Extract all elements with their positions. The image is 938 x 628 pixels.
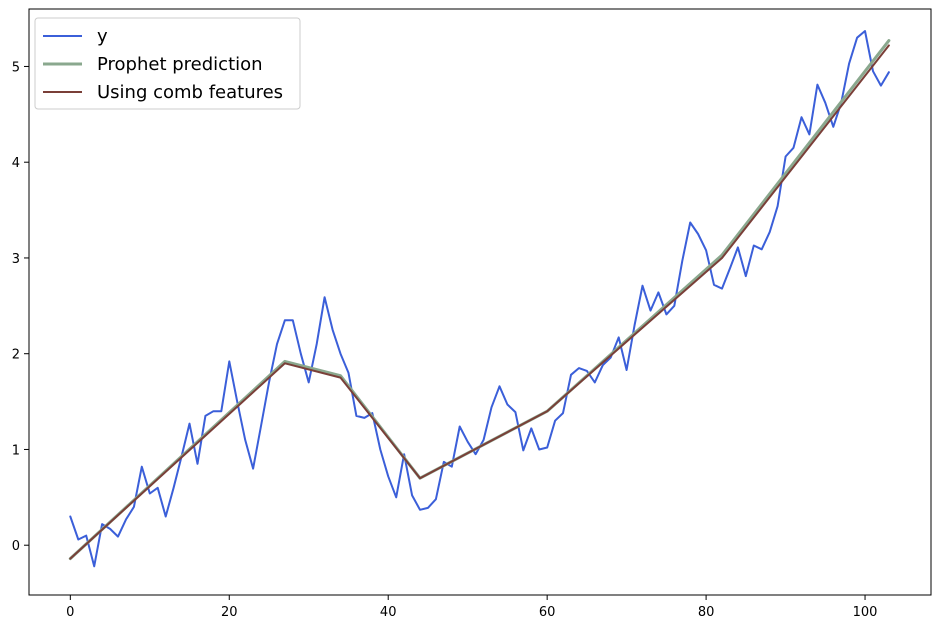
y-tick-label: 4 (12, 156, 20, 171)
legend-box (34, 17, 301, 110)
x-tick-label: 40 (380, 605, 397, 620)
x-axis: 0 20 40 60 80 100 (66, 595, 877, 620)
legend-label: y (97, 26, 108, 47)
series-layer (68, 30, 891, 568)
x-tick-label: 0 (66, 605, 74, 620)
series-line-2 (69, 44, 890, 560)
legend-label: Using comb features (97, 82, 283, 103)
y-tick-label: 1 (12, 443, 20, 458)
y-tick-label: 0 (12, 539, 20, 554)
y-tick-label: 5 (12, 60, 20, 75)
x-tick-label: 100 (853, 605, 878, 620)
x-tick-label: 80 (698, 605, 715, 620)
y-tick-label: 2 (12, 348, 20, 363)
x-tick-label: 20 (221, 605, 238, 620)
y-axis: 0 1 2 3 4 5 (12, 60, 29, 554)
x-tick-label: 60 (539, 605, 556, 620)
y-tick-label: 3 (12, 252, 20, 267)
plot-frame (28, 8, 932, 596)
legend-label: Prophet prediction (97, 54, 263, 75)
legend: y Prophet prediction Using comb features (34, 17, 301, 110)
